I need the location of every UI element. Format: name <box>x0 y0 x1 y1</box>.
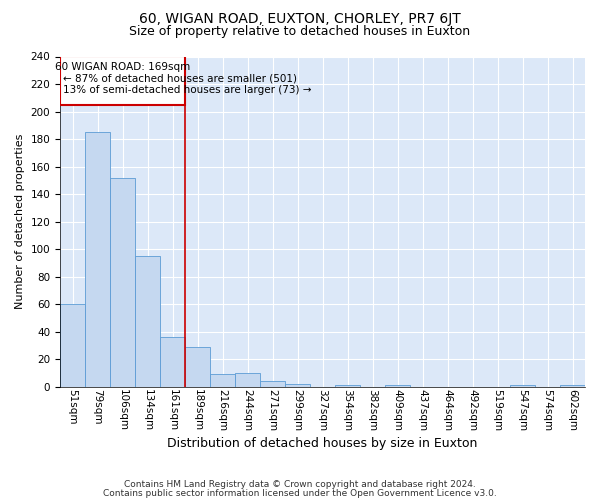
Bar <box>85 132 110 386</box>
Text: ← 87% of detached houses are smaller (501): ← 87% of detached houses are smaller (50… <box>62 73 296 83</box>
X-axis label: Distribution of detached houses by size in Euxton: Distribution of detached houses by size … <box>167 437 478 450</box>
Bar <box>335 385 360 386</box>
Bar <box>160 337 185 386</box>
Bar <box>560 385 585 386</box>
Bar <box>110 178 135 386</box>
Bar <box>185 346 210 387</box>
Text: Contains HM Land Registry data © Crown copyright and database right 2024.: Contains HM Land Registry data © Crown c… <box>124 480 476 489</box>
Bar <box>510 385 535 386</box>
Bar <box>260 381 285 386</box>
Bar <box>60 304 85 386</box>
Bar <box>235 373 260 386</box>
Y-axis label: Number of detached properties: Number of detached properties <box>15 134 25 309</box>
Text: Contains public sector information licensed under the Open Government Licence v3: Contains public sector information licen… <box>103 488 497 498</box>
Bar <box>210 374 235 386</box>
Text: 60 WIGAN ROAD: 169sqm: 60 WIGAN ROAD: 169sqm <box>55 62 190 72</box>
Text: Size of property relative to detached houses in Euxton: Size of property relative to detached ho… <box>130 25 470 38</box>
Text: 13% of semi-detached houses are larger (73) →: 13% of semi-detached houses are larger (… <box>62 86 311 96</box>
Bar <box>135 256 160 386</box>
Bar <box>60 56 185 104</box>
Text: 60, WIGAN ROAD, EUXTON, CHORLEY, PR7 6JT: 60, WIGAN ROAD, EUXTON, CHORLEY, PR7 6JT <box>139 12 461 26</box>
Bar <box>285 384 310 386</box>
Bar <box>385 385 410 386</box>
